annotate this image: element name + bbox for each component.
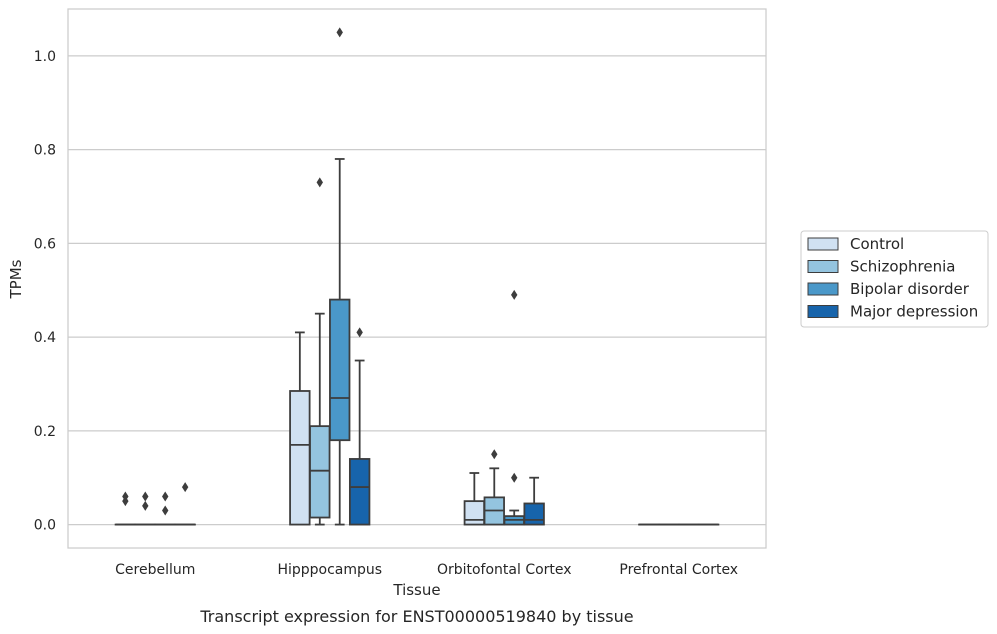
outlier-point	[181, 482, 189, 493]
box	[174, 482, 196, 526]
y-tick-label: 0.2	[34, 424, 56, 440]
legend-label: Major depression	[850, 303, 978, 321]
series-bipolar-disorder	[154, 27, 700, 526]
box	[154, 491, 176, 526]
legend-swatch	[807, 237, 839, 251]
x-tick-label: Hipppocampus	[277, 562, 382, 578]
outlier-point	[122, 491, 129, 502]
legend-item: Bipolar disorder	[807, 280, 970, 298]
y-tick-labels: 0.0 0.2 0.4 0.6 0.8 1.0	[34, 49, 56, 534]
legend-swatch	[807, 282, 839, 296]
plot-frame	[67, 8, 767, 549]
chart-caption: Transcript expression for ENST0000051984…	[199, 607, 633, 626]
outlier-point	[142, 500, 149, 511]
box-body	[289, 390, 311, 526]
box	[503, 289, 525, 526]
series-control	[114, 331, 660, 526]
box-body	[523, 502, 545, 526]
outlier-point	[336, 27, 343, 38]
box-body	[348, 458, 371, 526]
box	[348, 327, 371, 526]
outlier-point	[316, 177, 323, 188]
y-tick-label: 0.0	[34, 518, 56, 534]
box	[463, 472, 486, 526]
box	[329, 27, 351, 526]
outlier-point	[356, 327, 363, 338]
box	[289, 331, 311, 526]
legend-swatch	[807, 260, 839, 273]
box-groups	[114, 27, 720, 526]
x-axis-label: Tissue	[392, 581, 440, 599]
y-tick-label: 1.0	[34, 49, 56, 65]
legend-swatch	[807, 305, 839, 318]
y-tick-label: 0.4	[34, 330, 56, 346]
x-tick-label: Prefrontal Cortex	[619, 562, 738, 578]
legend-label: Schizophrenia	[850, 258, 955, 276]
legend-frame	[800, 230, 989, 328]
box	[309, 177, 331, 526]
legend-label: Control	[850, 235, 904, 253]
outlier-point	[511, 472, 518, 483]
outlier-point	[162, 505, 169, 516]
legend-label: Bipolar disorder	[850, 280, 970, 298]
legend-item: Schizophrenia	[807, 258, 955, 276]
x-tick-label: Orbitofontal Cortex	[437, 562, 572, 578]
box-body	[463, 500, 486, 526]
legend-item: Control	[807, 235, 904, 253]
box	[134, 491, 156, 526]
box	[523, 476, 545, 526]
outlier-point	[142, 491, 149, 502]
box	[114, 491, 137, 526]
box	[483, 449, 505, 526]
outlier-point	[162, 491, 169, 502]
x-tick-label: Cerebellum	[115, 562, 195, 578]
y-tick-label: 0.6	[34, 236, 56, 252]
legend: Control Schizophrenia Bipolar disorder Majo…	[800, 230, 989, 328]
x-tick-labels: Cerebellum Hipppocampus Orbitofontal Corte…	[115, 562, 738, 578]
y-axis-label: TPMs	[7, 259, 25, 299]
series-schizophrenia	[134, 177, 680, 526]
legend-item: Major depression	[807, 303, 978, 321]
outlier-point	[491, 449, 498, 460]
box-body	[329, 298, 351, 442]
series-major-depression	[174, 327, 720, 526]
box-body	[309, 425, 331, 519]
outlier-point	[511, 289, 518, 300]
y-tick-label: 0.8	[34, 143, 56, 159]
grid-lines	[68, 55, 766, 526]
